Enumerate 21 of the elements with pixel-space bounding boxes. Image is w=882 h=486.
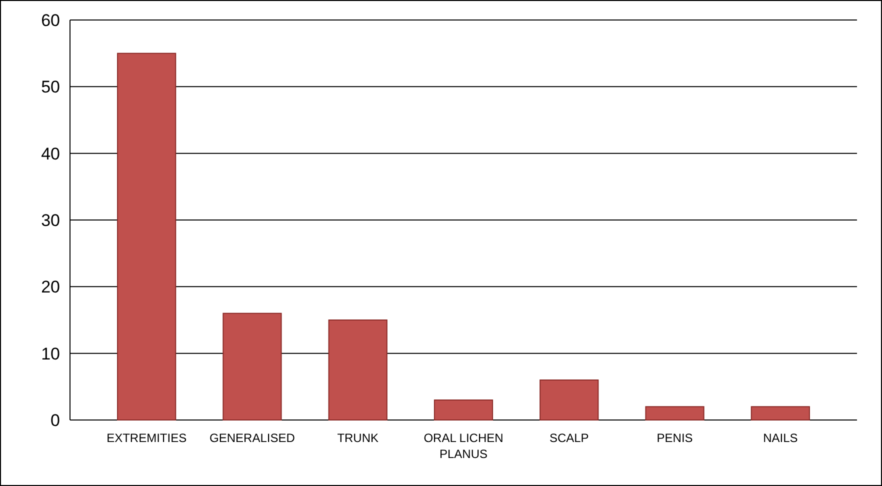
y-tick-label: 30	[41, 210, 60, 230]
x-tick-label: PENIS	[656, 431, 693, 445]
x-tick-label: EXTREMITIES	[106, 431, 187, 445]
bar	[645, 406, 704, 420]
x-tick-label: TRUNK	[337, 431, 379, 445]
y-tick-label: 50	[41, 78, 60, 97]
y-tick-label: 10	[41, 344, 60, 364]
bar	[434, 400, 494, 420]
bar	[117, 52, 176, 420]
x-tick-label: NAILS	[763, 431, 798, 445]
x-tick-label: GENERALISED	[210, 431, 296, 445]
bar	[222, 312, 282, 420]
y-tick-label: 60	[41, 10, 60, 30]
y-tick-label: 20	[41, 278, 60, 297]
x-tick-label: SCALP	[549, 431, 589, 445]
bar	[328, 320, 388, 420]
bar	[750, 406, 810, 420]
y-tick-label: 0	[50, 410, 60, 430]
y-tick-label: 40	[41, 144, 60, 164]
bar	[540, 380, 599, 420]
x-tick-label: ORAL LICHEN PLANUS	[424, 431, 504, 461]
